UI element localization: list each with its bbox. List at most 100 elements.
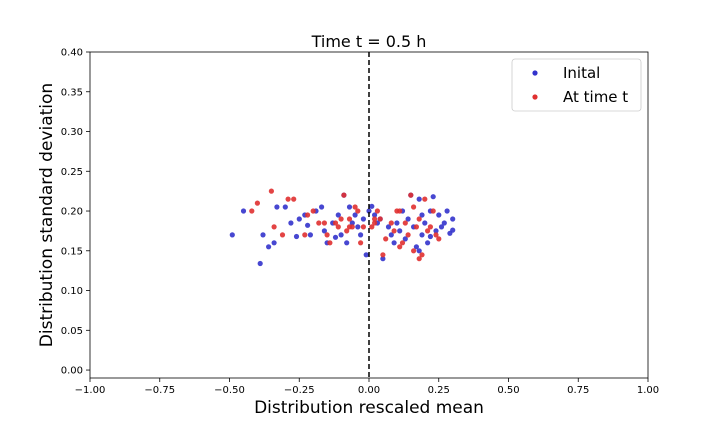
data-point-initial-10 [296,216,302,222]
data-point-time-t-22 [355,208,361,214]
data-point-time-t-19 [346,216,353,222]
data-point-initial-0 [229,232,235,238]
chart-title: Time t = 0.5 h [311,32,427,51]
data-point-time-t-16 [338,216,344,222]
data-point-time-t-50 [346,224,353,230]
legend-label: Inital [563,64,600,82]
x-tick-label: −0.75 [144,385,175,396]
data-point-time-t-11 [321,220,327,226]
data-point-time-t-51 [372,216,378,222]
data-point-time-t-12 [324,232,330,238]
data-point-time-t-8 [305,212,311,218]
y-tick-label: 0.20 [61,207,83,218]
legend: Inital At time t [511,58,642,112]
x-tick-label: 1.00 [637,385,659,396]
data-point-time-t-37 [408,192,414,198]
y-tick-label: 0.40 [61,48,83,59]
data-point-time-t-36 [405,232,411,238]
data-point-initial-35 [385,224,392,230]
data-point-time-t-25 [369,224,375,230]
y-tick-label: 0.35 [61,87,83,98]
data-point-time-t-32 [391,228,397,234]
data-point-initial-47 [419,232,425,238]
data-point-initial-16 [321,228,327,234]
data-points [229,188,456,267]
data-point-initial-3 [260,232,266,238]
data-point-initial-1 [240,208,247,214]
data-point-initial-19 [332,234,339,240]
data-point-time-t-2 [268,188,274,194]
legend-marker [532,94,538,100]
data-point-time-t-30 [383,236,389,242]
data-point-time-t-5 [285,196,291,202]
data-point-initial-25 [349,220,355,226]
x-tick-label: 0.75 [567,385,589,396]
data-point-initial-52 [433,228,439,234]
data-point-initial-21 [338,232,344,238]
data-point-time-t-23 [358,240,364,246]
data-point-time-t-10 [316,220,322,226]
data-point-time-t-7 [302,232,308,238]
data-point-initial-53 [436,212,442,218]
data-point-initial-15 [319,204,325,210]
data-point-initial-62 [427,233,433,240]
data-point-initial-51 [430,194,436,200]
data-point-initial-64 [369,203,375,209]
data-point-initial-28 [358,232,364,238]
data-point-initial-5 [271,240,277,246]
y-axis-ticks: 0.00 0.05 0.10 0.15 0.20 0.25 0.30 0.35 0.40 [61,48,90,377]
data-point-time-t-4 [279,232,286,238]
legend-box [511,58,642,112]
data-point-time-t-39 [413,224,419,230]
data-point-initial-30 [366,208,372,214]
data-point-initial-39 [397,228,403,234]
data-point-time-t-41 [419,252,425,258]
data-point-time-t-34 [397,244,403,250]
data-point-time-t-26 [372,220,378,226]
x-axis-ticks: −1.00 −0.75 −0.50 −0.25 0.00 0.25 0.50 0.75 1.00 [75,378,659,396]
data-point-time-t-6 [291,196,297,202]
data-point-initial-24 [346,204,353,210]
data-point-time-t-24 [360,224,366,230]
data-point-time-t-29 [380,252,386,258]
data-point-time-t-47 [436,236,442,242]
data-point-initial-46 [416,196,422,202]
x-axis-label: Distribution rescaled mean [254,398,484,418]
data-point-time-t-18 [344,228,350,234]
x-tick-label: 0.25 [428,385,450,396]
data-point-initial-13 [307,232,313,238]
data-point-initial-48 [422,220,428,226]
data-point-initial-4 [266,244,272,250]
data-point-time-t-42 [422,196,428,202]
legend-marker [532,70,538,76]
data-point-initial-23 [344,240,350,246]
data-point-initial-56 [444,208,450,214]
data-point-initial-45 [413,244,419,250]
data-point-initial-26 [352,212,358,218]
data-point-initial-60 [416,248,422,254]
data-point-initial-2 [257,260,263,267]
data-point-time-t-31 [388,220,394,226]
data-point-time-t-13 [327,240,333,246]
data-point-time-t-48 [411,248,417,254]
data-point-time-t-40 [416,216,422,222]
data-point-time-t-52 [397,208,403,214]
data-point-initial-20 [335,212,341,218]
data-point-time-t-3 [271,224,277,230]
data-point-time-t-49 [402,220,408,226]
data-point-time-t-43 [425,228,431,234]
data-point-initial-7 [282,204,288,210]
data-point-time-t-45 [430,208,436,214]
data-point-time-t-44 [427,224,433,230]
data-point-initial-36 [388,232,394,238]
data-point-time-t-17 [341,192,347,198]
data-point-time-t-28 [377,216,383,222]
data-point-initial-12 [305,222,311,228]
data-point-time-t-9 [310,208,316,214]
x-tick-label: −0.50 [214,385,245,396]
data-point-initial-37 [391,240,397,246]
data-point-time-t-46 [433,232,439,238]
data-point-initial-29 [363,252,369,258]
data-point-initial-9 [293,233,300,240]
